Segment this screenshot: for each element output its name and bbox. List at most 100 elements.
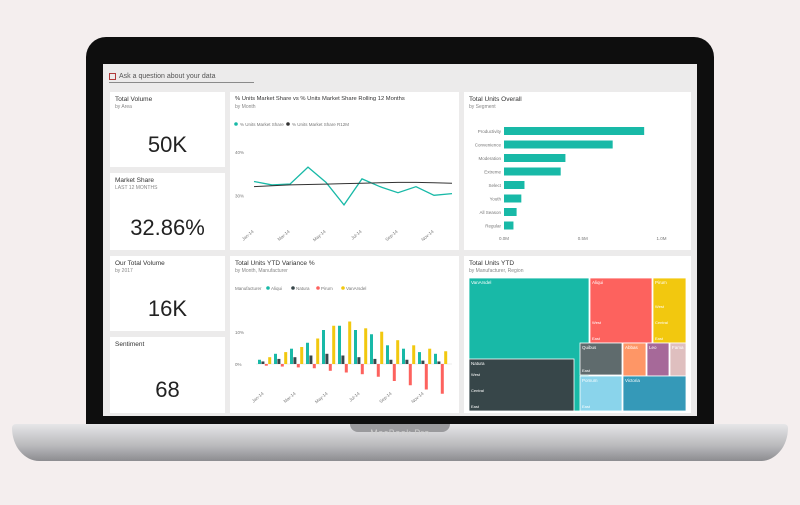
treemap-victoria — [622, 375, 687, 412]
x-tick-label: Nov-14 — [410, 391, 425, 404]
column-pirum — [312, 364, 316, 369]
column-natura — [437, 361, 441, 364]
treemap-region-label: East — [582, 368, 591, 373]
tile-title: Market Share — [115, 177, 155, 184]
column-aliqui — [354, 330, 357, 364]
tile-market-share[interactable]: Market Share LAST 12 MONTHS 32.86% — [110, 173, 225, 250]
kpi-value: 68 — [155, 377, 180, 402]
column-vanarsdel — [428, 348, 432, 364]
treemap-region-label: West — [471, 372, 481, 377]
tile-title: Total Units YTD Variance % — [235, 260, 315, 267]
tile-subtitle: by Area — [115, 104, 132, 110]
column-pirum — [328, 364, 332, 371]
y-tick-label: 30% — [235, 193, 244, 198]
legend-marker — [341, 286, 345, 290]
column-pirum — [392, 364, 396, 381]
x-tick-label: Jan-14 — [241, 229, 255, 242]
column-natura — [421, 360, 425, 364]
column-vanarsdel — [396, 340, 400, 364]
column-natura — [341, 355, 345, 364]
treemap-quibus — [579, 342, 623, 376]
column-pirum — [296, 364, 300, 368]
treemap-natura — [468, 358, 575, 412]
tile-ytd-variance[interactable]: Total Units YTD Variance % by Month, Man… — [230, 256, 459, 413]
treemap-label: Aliqui — [592, 280, 603, 285]
tile-subtitle: by 2017 — [115, 268, 133, 274]
treemap-pirum — [652, 277, 687, 344]
x-tick-label: Jul-14 — [350, 229, 363, 241]
column-aliqui — [338, 325, 341, 364]
line-chart: % Units Market Share % Units Market Share… — [234, 122, 453, 242]
column-aliqui — [370, 334, 373, 364]
tile-sentiment[interactable]: Sentiment 68 — [110, 337, 225, 413]
category-label: Moderation — [478, 156, 501, 161]
column-natura — [405, 359, 409, 364]
column-vanarsdel — [316, 338, 320, 364]
legend-marker — [266, 286, 270, 290]
column-pirum — [408, 364, 412, 386]
treemap-label: Fama — [672, 345, 684, 350]
column-aliqui — [258, 359, 261, 364]
kpi-value: 50K — [147, 132, 188, 157]
column-pirum — [264, 364, 268, 366]
bar-extreme — [504, 167, 561, 176]
column-natura — [373, 358, 377, 364]
legend-marker — [286, 122, 290, 126]
column-vanarsdel — [412, 345, 416, 364]
category-label: Convenience — [475, 143, 502, 148]
device-label: MacBook Pro — [370, 428, 430, 438]
column-pirum — [280, 364, 284, 367]
treemap-label: Natura — [471, 361, 485, 366]
legend-label: Pirum — [321, 286, 333, 291]
horizontal-bar-chart: Productivity Convenience Moderation Extreme… — [475, 127, 667, 241]
x-tick-label: Mar-14 — [283, 391, 298, 404]
tile-market-share-line-chart[interactable]: % Units Market Share vs % Units Market S… — [230, 92, 459, 250]
column-pirum — [376, 364, 380, 377]
tile-units-by-segment[interactable]: Total Units Overall by Segment Productiv… — [464, 92, 691, 250]
treemap-aliqui — [589, 277, 653, 344]
column-natura — [389, 359, 393, 364]
treemap-region-label: East — [655, 336, 664, 341]
bar-select — [504, 181, 525, 189]
legend-label: % Units Market Share R12M — [292, 122, 349, 127]
treemap-label: Leo — [649, 345, 657, 350]
treemap-region-label: East — [592, 336, 601, 341]
column-aliqui — [274, 353, 277, 364]
treemap-pomum — [579, 375, 623, 412]
tile-subtitle: by Segment — [469, 104, 496, 110]
x-tick-label: Jul-14 — [348, 391, 361, 403]
column-natura — [309, 355, 313, 364]
column-aliqui — [386, 345, 389, 364]
qa-search-box[interactable]: Ask a question about your data — [109, 70, 254, 83]
bar-youth — [504, 194, 522, 203]
tile-units-treemap[interactable]: Total Units YTD by Manufacturer, Region … — [464, 256, 691, 413]
tile-subtitle: LAST 12 MONTHS — [115, 185, 158, 191]
tile-subtitle: by Month — [235, 104, 256, 110]
treemap-label: VanArsdel — [471, 280, 491, 285]
category-label: Youth — [490, 197, 502, 202]
column-pirum — [360, 364, 364, 375]
x-tick-label: Mar-14 — [277, 229, 292, 242]
tile-our-total-volume[interactable]: Our Total Volume by 2017 16K — [110, 256, 225, 331]
column-aliqui — [306, 342, 309, 364]
legend-marker — [234, 122, 238, 126]
qa-placeholder: Ask a question about your data — [119, 72, 216, 80]
column-pirum — [344, 364, 348, 373]
column-aliqui — [322, 330, 325, 364]
column-vanarsdel — [300, 347, 304, 364]
column-vanarsdel — [348, 321, 352, 364]
column-aliqui — [418, 352, 421, 364]
legend-label: Natura — [296, 286, 310, 291]
bar-productivity — [504, 127, 645, 135]
x-tick-label: 1.0M — [656, 236, 666, 241]
legend-title: Manufacturer — [235, 286, 262, 291]
treemap-label: Abbas — [625, 345, 639, 350]
tile-title: Total Units Overall — [469, 96, 522, 103]
tile-total-volume[interactable]: Total Volume by Area 50K — [110, 92, 225, 167]
treemap-label: Pirum — [655, 280, 667, 285]
column-natura — [261, 361, 265, 364]
y-tick-label: 40% — [235, 150, 244, 155]
legend-label: % Units Market Share — [240, 122, 284, 127]
category-label: Productivity — [478, 129, 502, 134]
column-natura — [293, 357, 297, 364]
